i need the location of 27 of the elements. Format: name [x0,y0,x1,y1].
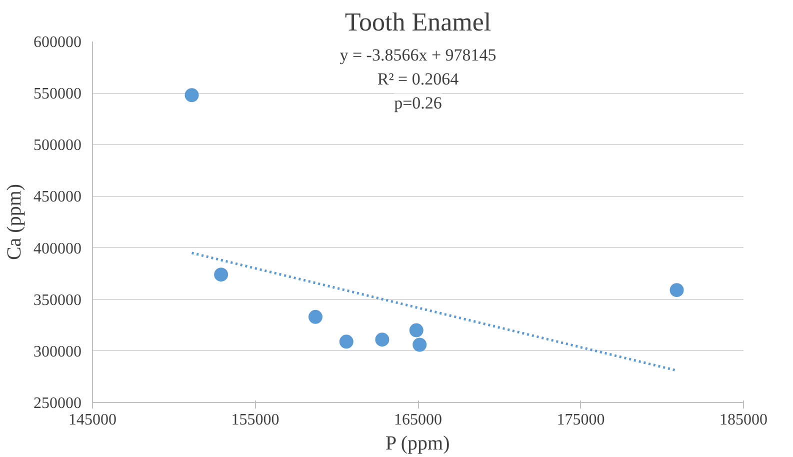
point [409,323,424,338]
annotation: p=0.26 [394,94,442,112]
point [375,332,390,347]
y-tick-label: 550000 [34,86,82,103]
point [308,310,322,324]
y-axis-title: Ca (ppm) [4,184,26,260]
point [339,334,354,349]
annotation: y = -3.8566x + 978145 [340,46,496,64]
y-tick-label: 400000 [34,240,82,258]
y-tick-label: 500000 [34,137,82,154]
x-tick-label: 185000 [720,412,768,428]
x-tick-label: 155000 [231,412,280,428]
x-tick-label: 165000 [394,412,442,428]
y-tick-label: 600000 [34,34,82,51]
x-axis-title: P (ppm) [386,432,450,454]
point [670,283,684,298]
point [184,88,199,102]
point [214,268,228,282]
y-tick-label: 350000 [34,292,82,309]
y-tick-label: 300000 [34,343,82,360]
x-tick-label: 145000 [68,412,116,428]
annotation: R² = 0.2064 [377,70,460,88]
chart-title: Tooth Enamel [344,8,492,36]
point [412,338,427,352]
y-tick-label: 250000 [34,395,82,412]
x-tick-label: 175000 [556,412,605,428]
y-tick-label: 450000 [34,188,82,206]
